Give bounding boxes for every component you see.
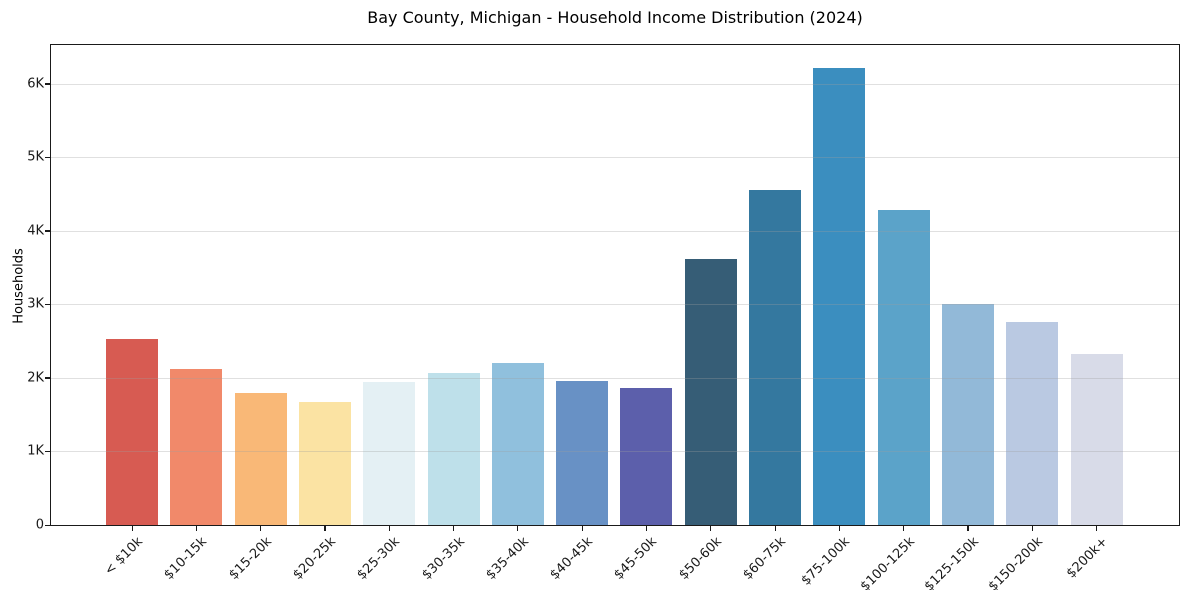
y-tick-mark xyxy=(45,377,50,379)
bar-10k xyxy=(106,339,158,525)
y-tick-mark xyxy=(45,156,50,159)
bar-25-30k xyxy=(363,381,416,525)
x-tick-label: $15-20k xyxy=(226,534,275,583)
x-tick-label: $25-30k xyxy=(354,534,404,583)
y-tick-label: 2K xyxy=(27,370,44,386)
bar-200k xyxy=(1070,353,1123,525)
bar-100-125k xyxy=(877,209,930,525)
bar-60-75k xyxy=(749,189,801,525)
x-tick-mark xyxy=(581,526,583,531)
x-tick-mark xyxy=(1031,526,1033,531)
x-tick-mark xyxy=(645,526,648,531)
x-tick-mark xyxy=(388,526,390,531)
x-tick-mark xyxy=(710,526,712,531)
x-tick-label: $150-200k xyxy=(985,534,1047,590)
x-tick-label: $60-75k xyxy=(740,534,789,583)
bar-75-100k xyxy=(813,67,866,525)
x-tick-mark xyxy=(903,526,905,531)
y-tick-mark xyxy=(45,303,50,306)
x-tick-mark xyxy=(131,526,133,531)
x-tick-mark xyxy=(517,526,519,531)
x-tick-mark xyxy=(1096,526,1098,531)
y-tick-label: 3K xyxy=(27,296,44,312)
bar-30-35k xyxy=(427,372,480,525)
plot-area xyxy=(50,44,1180,526)
bar-125-150k xyxy=(941,304,994,525)
x-tick-label: $200k+ xyxy=(1063,534,1111,582)
y-tick-mark xyxy=(45,524,50,526)
x-tick-label: $35-40k xyxy=(483,534,532,583)
y-tick-mark xyxy=(45,450,50,453)
chart-title: Bay County, Michigan - Household Income … xyxy=(367,8,863,27)
x-tick-label: $40-45k xyxy=(547,534,596,583)
gridline-4000 xyxy=(51,230,1179,232)
y-tick-mark xyxy=(45,83,50,85)
bar-150-200k xyxy=(1006,322,1059,525)
x-tick-mark xyxy=(774,526,776,531)
x-tick-label: $100-125k xyxy=(857,534,918,590)
bar-45-50k xyxy=(620,388,673,525)
x-tick-mark xyxy=(260,526,262,531)
bar-35-40k xyxy=(491,362,544,525)
y-tick-label: 0 xyxy=(35,517,44,533)
bar-20-25k xyxy=(298,402,351,525)
y-tick-label: 5K xyxy=(27,149,44,165)
y-tick-label: 6K xyxy=(27,76,44,92)
x-tick-label: $30-35k xyxy=(418,534,468,583)
gridline-2000 xyxy=(51,377,1179,379)
gridline-3000 xyxy=(51,304,1179,306)
x-tick-label: $45-50k xyxy=(611,534,661,583)
bar-40-45k xyxy=(556,380,609,525)
x-tick-label: $50-60k xyxy=(676,534,725,583)
gridline-1000 xyxy=(51,451,1179,453)
y-tick-label: 4K xyxy=(27,223,44,239)
y-axis-label: Households xyxy=(11,248,27,324)
x-tick-mark xyxy=(324,526,326,531)
x-tick-mark xyxy=(838,526,840,531)
bar-15-20k xyxy=(234,392,287,525)
x-tick-mark xyxy=(967,526,969,531)
y-tick-mark xyxy=(45,230,50,232)
x-tick-label: $125-150k xyxy=(921,534,982,590)
x-tick-label: $20-25k xyxy=(290,534,339,583)
gridline-6000 xyxy=(51,83,1179,85)
gridline-5000 xyxy=(51,157,1179,159)
y-tick-label: 1K xyxy=(27,443,44,459)
x-tick-mark xyxy=(453,526,455,531)
x-tick-label: $75-100k xyxy=(798,534,854,589)
bar-10-15k xyxy=(170,369,223,525)
x-tick-label: < $10k xyxy=(101,534,146,579)
x-tick-mark xyxy=(195,526,197,531)
x-tick-label: $10-15k xyxy=(161,534,211,583)
bar-50-60k xyxy=(684,258,737,525)
